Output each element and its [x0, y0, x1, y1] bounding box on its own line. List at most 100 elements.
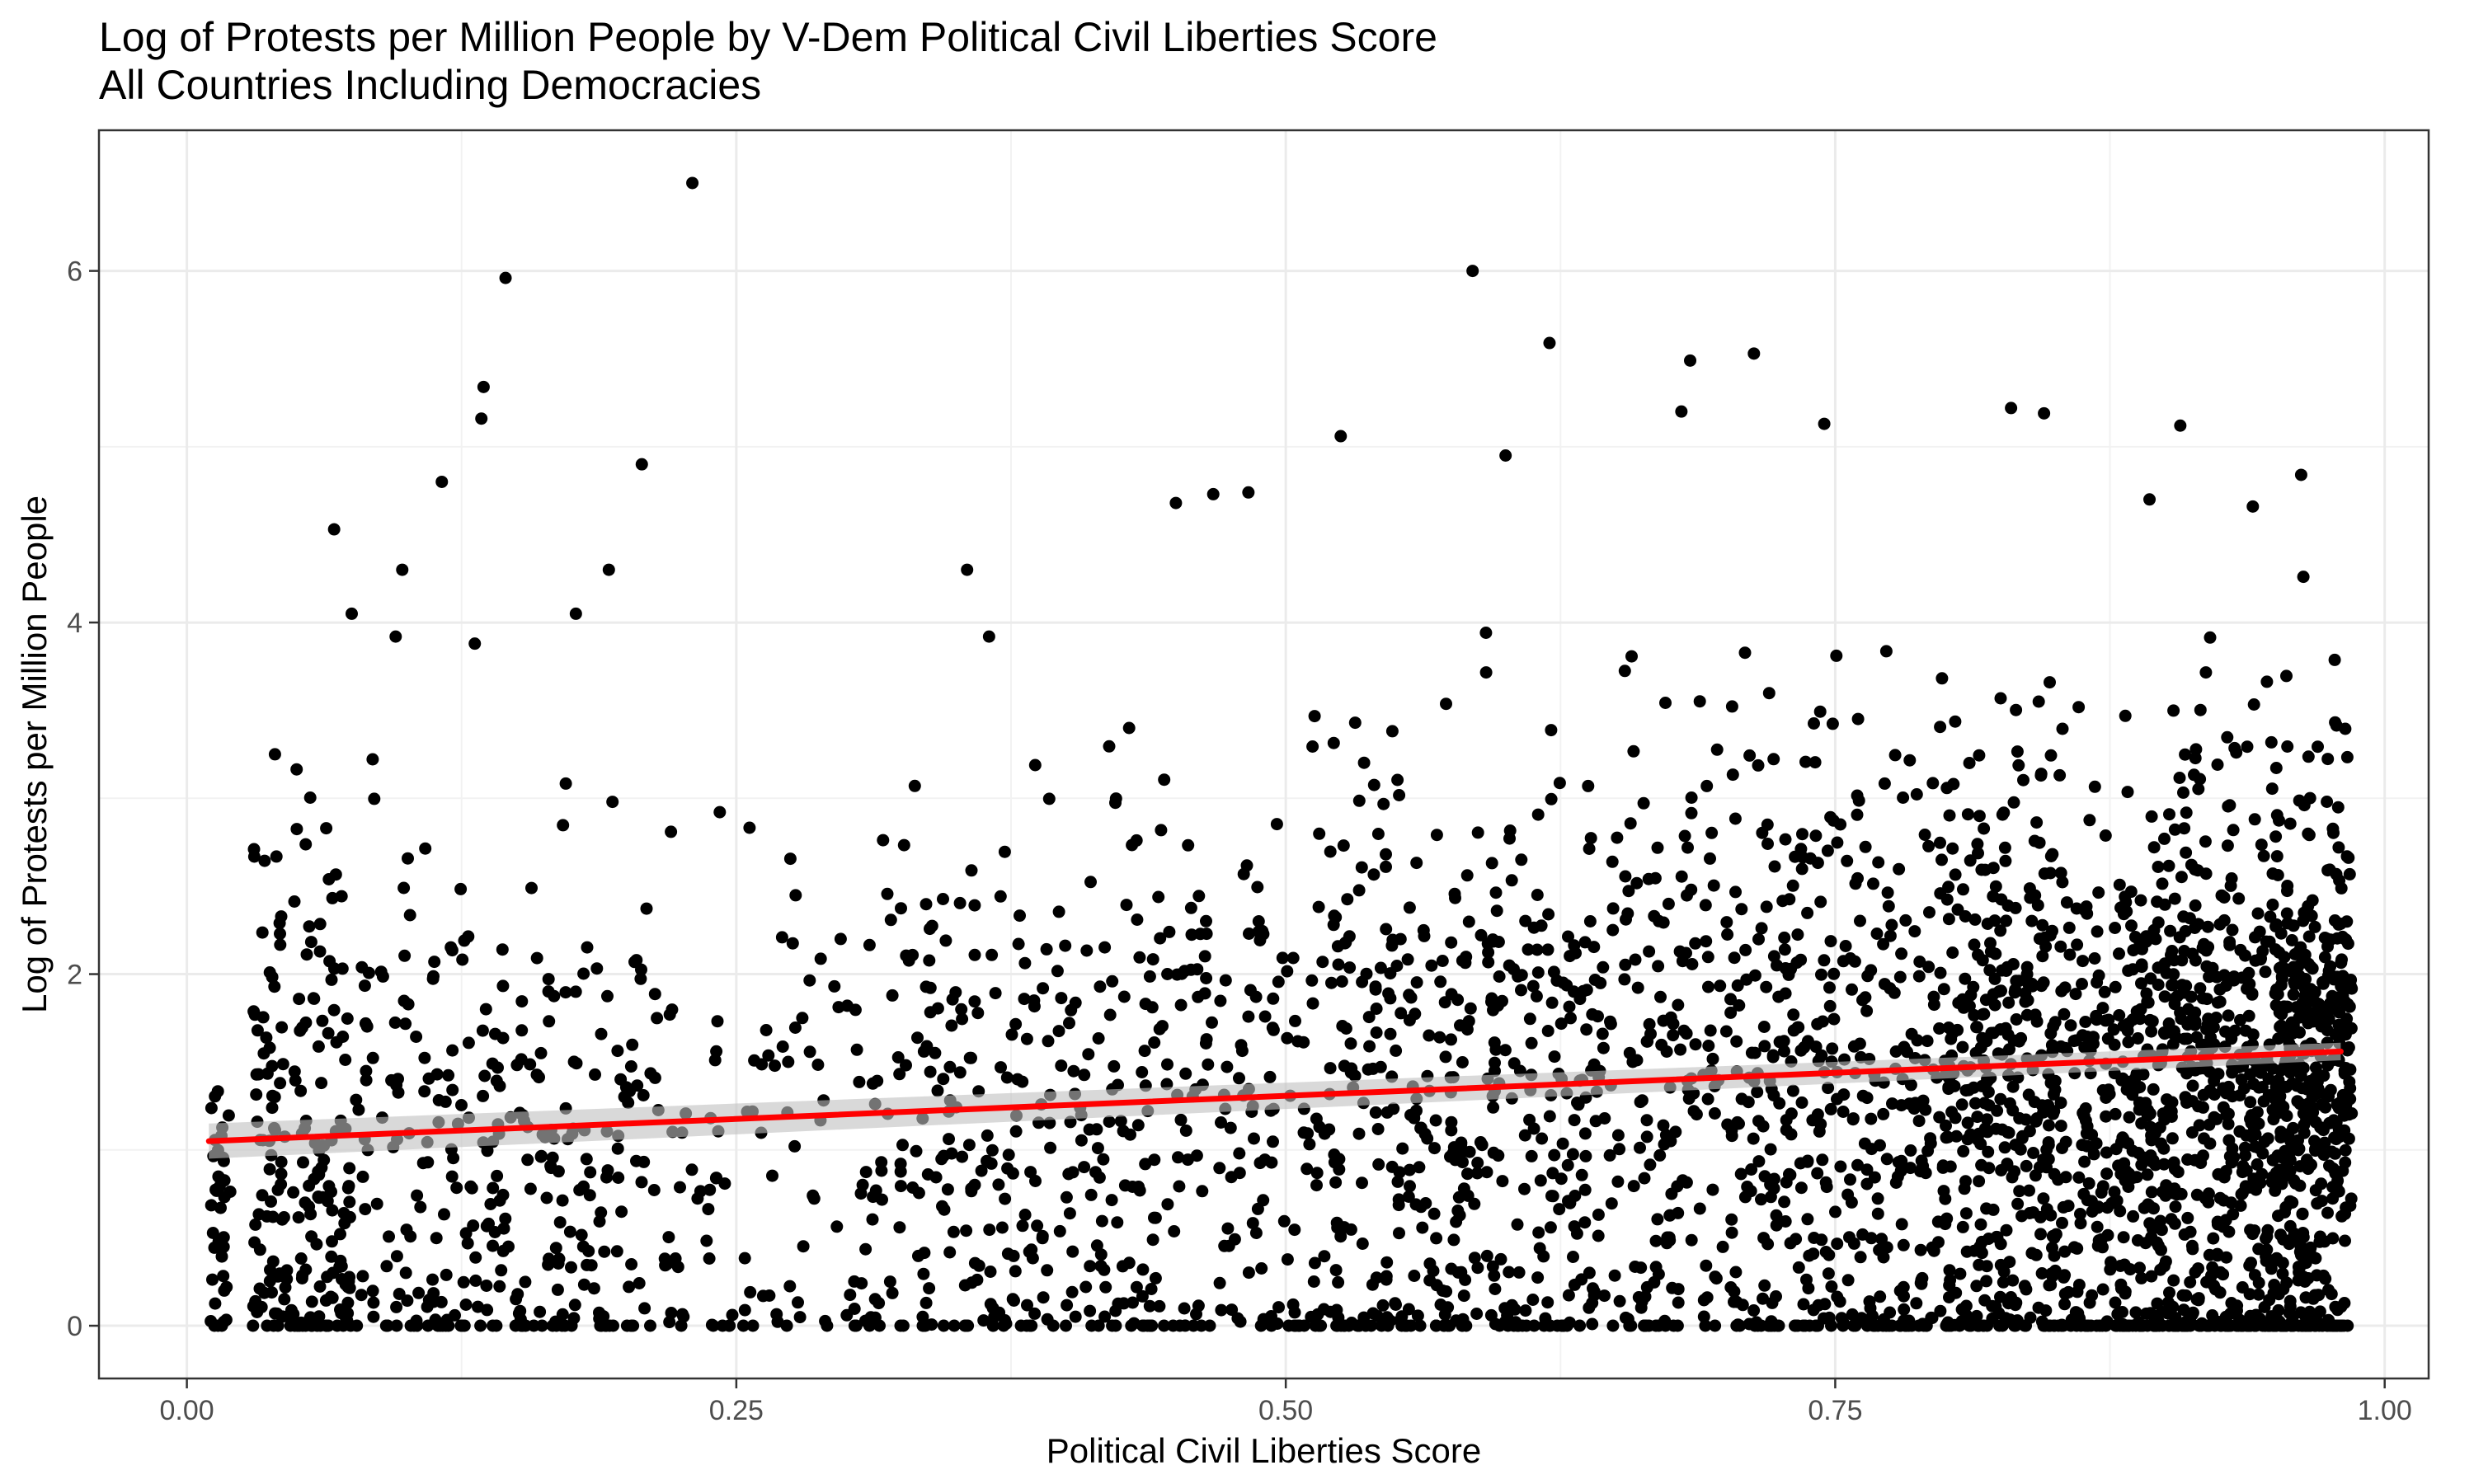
data-point: [2244, 1096, 2257, 1109]
data-point: [1084, 1260, 1097, 1273]
data-point: [2307, 1011, 2321, 1024]
data-point: [1562, 930, 1574, 943]
data-point: [1597, 960, 1610, 974]
data-point: [1974, 1218, 1987, 1231]
data-point: [1898, 1289, 1910, 1303]
data-point: [1158, 1319, 1170, 1332]
data-point: [2246, 988, 2259, 1001]
data-point: [1390, 1044, 1403, 1057]
data-point: [2185, 1126, 2199, 1139]
data-point: [2244, 1068, 2257, 1081]
data-point: [2213, 1286, 2227, 1299]
data-point: [1827, 1012, 1841, 1026]
data-point: [1684, 354, 1697, 367]
data-point: [2165, 1111, 2178, 1123]
data-point: [288, 895, 301, 908]
data-point: [637, 1155, 651, 1168]
data-point: [2220, 1108, 2233, 1121]
data-point: [1163, 925, 1176, 938]
data-point: [438, 1208, 450, 1221]
data-point: [2081, 1319, 2095, 1332]
data-point: [1079, 1280, 1093, 1294]
data-point: [1503, 832, 1516, 845]
data-point: [250, 1088, 263, 1101]
data-point: [1932, 1236, 1945, 1249]
data-point: [1786, 879, 1799, 892]
data-point: [1851, 808, 1864, 821]
data-point: [519, 1319, 532, 1332]
data-point: [551, 1283, 564, 1296]
data-point: [2248, 1269, 2261, 1282]
data-point: [877, 834, 890, 847]
data-point: [1791, 1021, 1804, 1034]
data-point: [2169, 1200, 2182, 1214]
data-point: [1971, 838, 1984, 851]
data-point: [2246, 1130, 2259, 1144]
data-point: [1416, 1221, 1429, 1234]
data-point: [1786, 1084, 1799, 1097]
data-point: [2038, 867, 2051, 881]
data-point: [900, 1059, 912, 1072]
data-point: [881, 887, 894, 900]
data-point: [2222, 1009, 2235, 1022]
data-point: [1686, 958, 1699, 970]
data-point: [274, 938, 287, 951]
data-point: [2166, 979, 2178, 992]
data-point: [1865, 1112, 1878, 1125]
data-point: [1184, 901, 1197, 914]
data-point: [635, 1176, 648, 1189]
data-point: [1255, 1262, 1268, 1275]
data-point: [2335, 1209, 2349, 1223]
data-point: [595, 1027, 608, 1040]
data-point: [533, 1071, 545, 1084]
data-point: [2281, 917, 2294, 930]
data-point: [2115, 1073, 2128, 1087]
data-point: [2271, 1089, 2284, 1102]
data-point: [593, 1306, 605, 1319]
data-point: [316, 1014, 329, 1027]
data-point: [1935, 672, 1949, 685]
data-point: [1329, 1176, 1343, 1189]
data-point: [1739, 943, 1752, 956]
data-point: [2173, 931, 2186, 944]
data-point: [2145, 1186, 2158, 1199]
data-point: [1404, 1109, 1417, 1121]
data-point: [924, 923, 936, 936]
data-point: [1234, 1315, 1247, 1328]
data-point: [2249, 931, 2261, 944]
data-point: [1281, 1253, 1294, 1266]
data-point: [299, 838, 313, 851]
data-point: [1218, 1239, 1231, 1252]
data-point: [1638, 1172, 1651, 1185]
data-point: [1356, 1176, 1368, 1190]
data-point: [1784, 1168, 1797, 1181]
data-point: [983, 1223, 996, 1237]
data-point: [965, 1185, 978, 1198]
data-point: [320, 1319, 333, 1332]
data-point: [2054, 940, 2067, 953]
data-point: [548, 989, 561, 1003]
data-point: [217, 1231, 230, 1244]
data-point: [2322, 1090, 2335, 1103]
data-point: [1733, 999, 1746, 1012]
data-point: [2042, 1139, 2055, 1152]
data-point: [2345, 1021, 2358, 1035]
data-point: [1872, 856, 1885, 869]
data-point: [2048, 1264, 2062, 1277]
data-point: [2158, 832, 2171, 845]
data-point: [782, 1055, 795, 1068]
data-point: [1830, 649, 1843, 662]
data-point: [2119, 709, 2132, 722]
data-point: [1221, 1060, 1234, 1073]
data-point: [1725, 1226, 1738, 1239]
data-point: [1548, 1050, 1561, 1064]
data-point: [308, 992, 321, 1005]
data-point: [1826, 1042, 1839, 1055]
data-point: [1158, 773, 1171, 787]
data-point: [738, 1252, 751, 1265]
data-point: [1391, 1175, 1404, 1188]
data-point: [1099, 1280, 1112, 1294]
data-point: [565, 1261, 577, 1274]
data-point: [2141, 1168, 2154, 1181]
data-point: [1131, 1119, 1145, 1132]
